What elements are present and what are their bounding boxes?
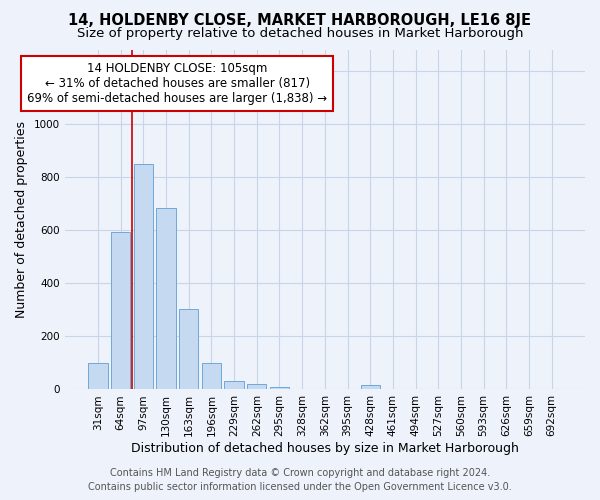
Bar — [202, 363, 221, 390]
Bar — [157, 208, 176, 390]
Bar — [361, 386, 380, 390]
Y-axis label: Number of detached properties: Number of detached properties — [15, 121, 28, 318]
Bar — [270, 387, 289, 390]
Bar — [111, 232, 130, 390]
Bar — [88, 363, 107, 390]
Text: 14, HOLDENBY CLOSE, MARKET HARBOROUGH, LE16 8JE: 14, HOLDENBY CLOSE, MARKET HARBOROUGH, L… — [68, 12, 532, 28]
Bar — [224, 381, 244, 390]
Bar — [134, 164, 153, 390]
Bar — [179, 308, 199, 390]
Text: Size of property relative to detached houses in Market Harborough: Size of property relative to detached ho… — [77, 28, 523, 40]
Bar — [247, 384, 266, 390]
Text: Contains HM Land Registry data © Crown copyright and database right 2024.
Contai: Contains HM Land Registry data © Crown c… — [88, 468, 512, 492]
X-axis label: Distribution of detached houses by size in Market Harborough: Distribution of detached houses by size … — [131, 442, 519, 455]
Text: 14 HOLDENBY CLOSE: 105sqm
← 31% of detached houses are smaller (817)
69% of semi: 14 HOLDENBY CLOSE: 105sqm ← 31% of detac… — [28, 62, 328, 104]
